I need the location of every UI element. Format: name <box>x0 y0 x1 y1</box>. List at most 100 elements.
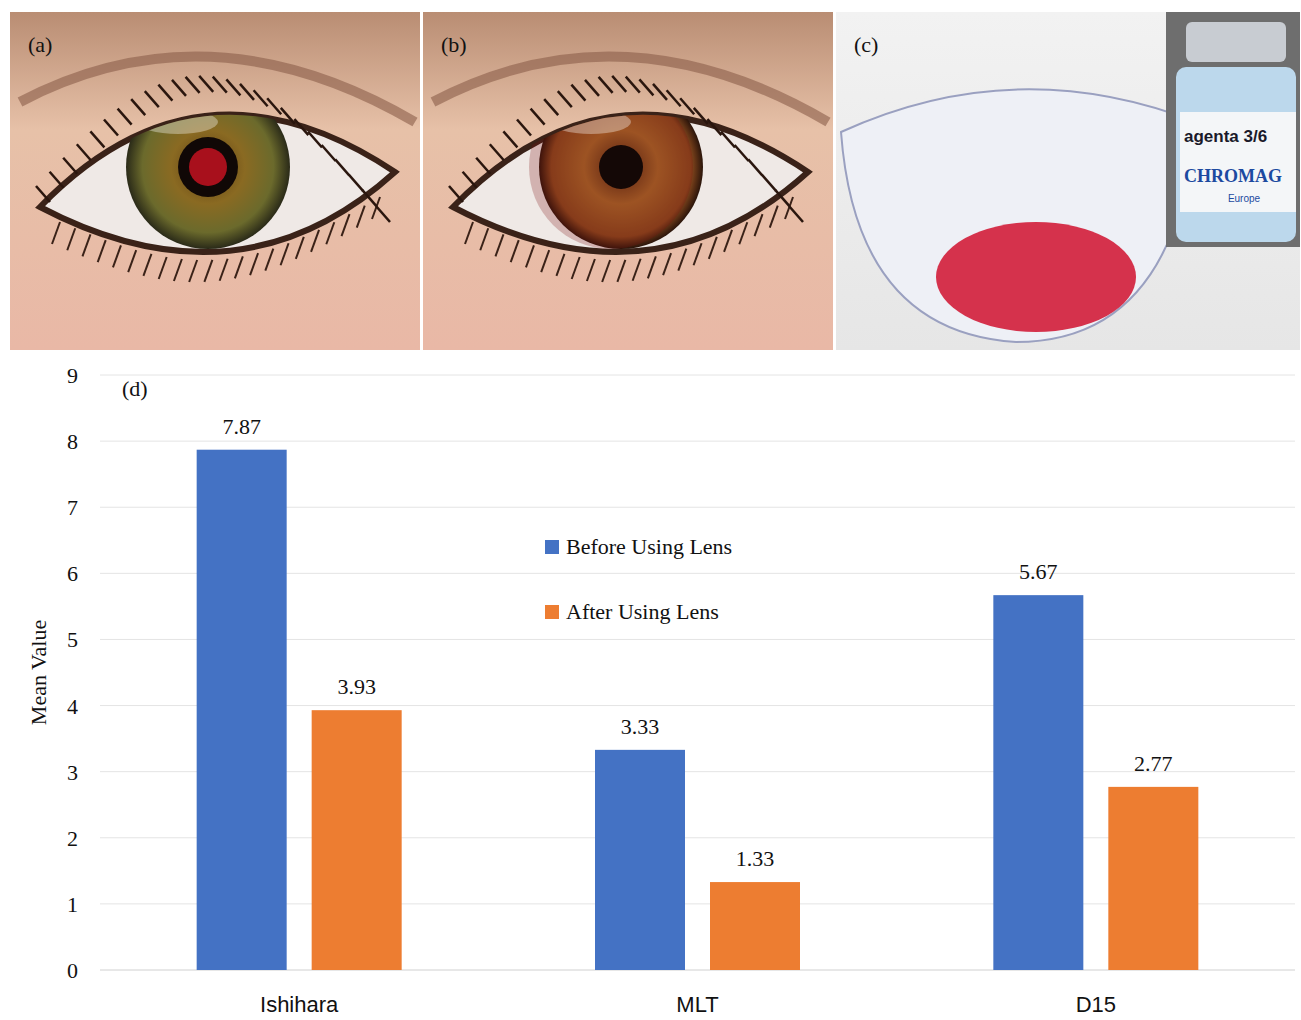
panel-label: (c) <box>854 32 878 57</box>
lash <box>113 245 121 267</box>
lash <box>680 98 694 114</box>
lash <box>143 254 151 276</box>
lash <box>463 172 477 188</box>
lash <box>724 230 732 252</box>
lash <box>159 257 167 279</box>
bar <box>595 750 685 970</box>
lash <box>572 257 580 279</box>
lash <box>186 77 200 93</box>
lash <box>667 90 681 106</box>
lash <box>204 260 212 282</box>
lash <box>90 131 104 147</box>
lash <box>585 80 599 96</box>
bottle-text: Europe <box>1228 193 1261 204</box>
lash <box>67 228 75 250</box>
lash <box>342 214 350 236</box>
y-tick-label: 5 <box>67 627 78 652</box>
skin <box>10 12 420 350</box>
legend-swatch <box>545 540 559 554</box>
bar <box>197 450 287 970</box>
lash <box>503 131 517 147</box>
iris-group <box>529 85 703 249</box>
bottle-text: agenta 3/6 <box>1184 127 1267 146</box>
lash <box>755 214 763 236</box>
lash <box>739 222 747 244</box>
data-label: 3.93 <box>337 674 376 699</box>
data-label: 5.67 <box>1019 559 1058 584</box>
red-lens <box>189 148 227 186</box>
lash <box>213 77 227 93</box>
lash <box>294 119 308 135</box>
lash <box>118 109 132 125</box>
lash <box>789 206 803 222</box>
legend-label: After Using Lens <box>566 599 719 624</box>
lash <box>82 234 90 256</box>
lash <box>465 222 473 244</box>
panel-label: (d) <box>122 376 148 401</box>
lash <box>52 222 60 244</box>
grid-line <box>100 375 1295 376</box>
lash <box>602 260 610 282</box>
lash <box>357 206 365 228</box>
y-tick-label: 2 <box>67 826 78 851</box>
lash <box>495 234 503 256</box>
lash <box>663 253 671 275</box>
bottle-cap <box>1186 22 1286 62</box>
reflection <box>551 110 631 134</box>
lash <box>158 85 172 101</box>
y-tick-label: 0 <box>67 958 78 983</box>
bottle-text: CHROMAG <box>1184 166 1282 186</box>
data-label: 3.33 <box>621 714 660 739</box>
lash <box>648 256 656 278</box>
grid-line <box>100 441 1295 442</box>
bars <box>197 450 1199 970</box>
lash <box>633 259 641 281</box>
lash <box>571 85 585 101</box>
bar <box>312 710 402 970</box>
y-tick-label: 4 <box>67 694 78 719</box>
lash <box>362 190 376 206</box>
lens-tint <box>936 222 1136 332</box>
bar <box>710 882 800 970</box>
legend-swatch <box>545 605 559 619</box>
lash <box>531 109 545 125</box>
lash <box>694 108 708 124</box>
bar <box>1108 787 1198 970</box>
lash <box>189 260 197 282</box>
data-label: 7.87 <box>222 414 261 439</box>
y-tick-label: 8 <box>67 429 78 454</box>
skin <box>423 12 833 350</box>
lash <box>128 250 136 272</box>
lash <box>476 158 490 174</box>
lash <box>770 206 778 228</box>
iris <box>126 85 290 249</box>
lash <box>322 145 336 161</box>
lash <box>735 145 749 161</box>
lash <box>721 131 735 147</box>
lash <box>36 186 50 202</box>
bottle <box>1176 67 1296 242</box>
lash <box>235 256 243 278</box>
y-tick-label: 7 <box>67 495 78 520</box>
lash <box>762 175 776 191</box>
data-label: 2.77 <box>1134 751 1173 776</box>
photo-panel <box>10 12 420 350</box>
lash <box>131 99 145 115</box>
y-tick-label: 6 <box>67 561 78 586</box>
y-tick-label: 1 <box>67 892 78 917</box>
lash <box>511 240 519 262</box>
figure: agenta 3/6CHROMAGEurope(a)(b)(c)01234567… <box>0 0 1301 1020</box>
lash <box>104 119 118 135</box>
lash <box>145 91 159 107</box>
lash <box>617 260 625 282</box>
lash <box>544 99 558 115</box>
y-axis-title: Mean Value <box>26 620 51 725</box>
lash <box>281 243 289 265</box>
lash <box>526 245 534 267</box>
lash <box>265 249 273 271</box>
lash <box>226 79 240 95</box>
lash <box>678 249 686 271</box>
lash <box>558 91 572 107</box>
lash <box>490 144 504 160</box>
lash <box>480 228 488 250</box>
